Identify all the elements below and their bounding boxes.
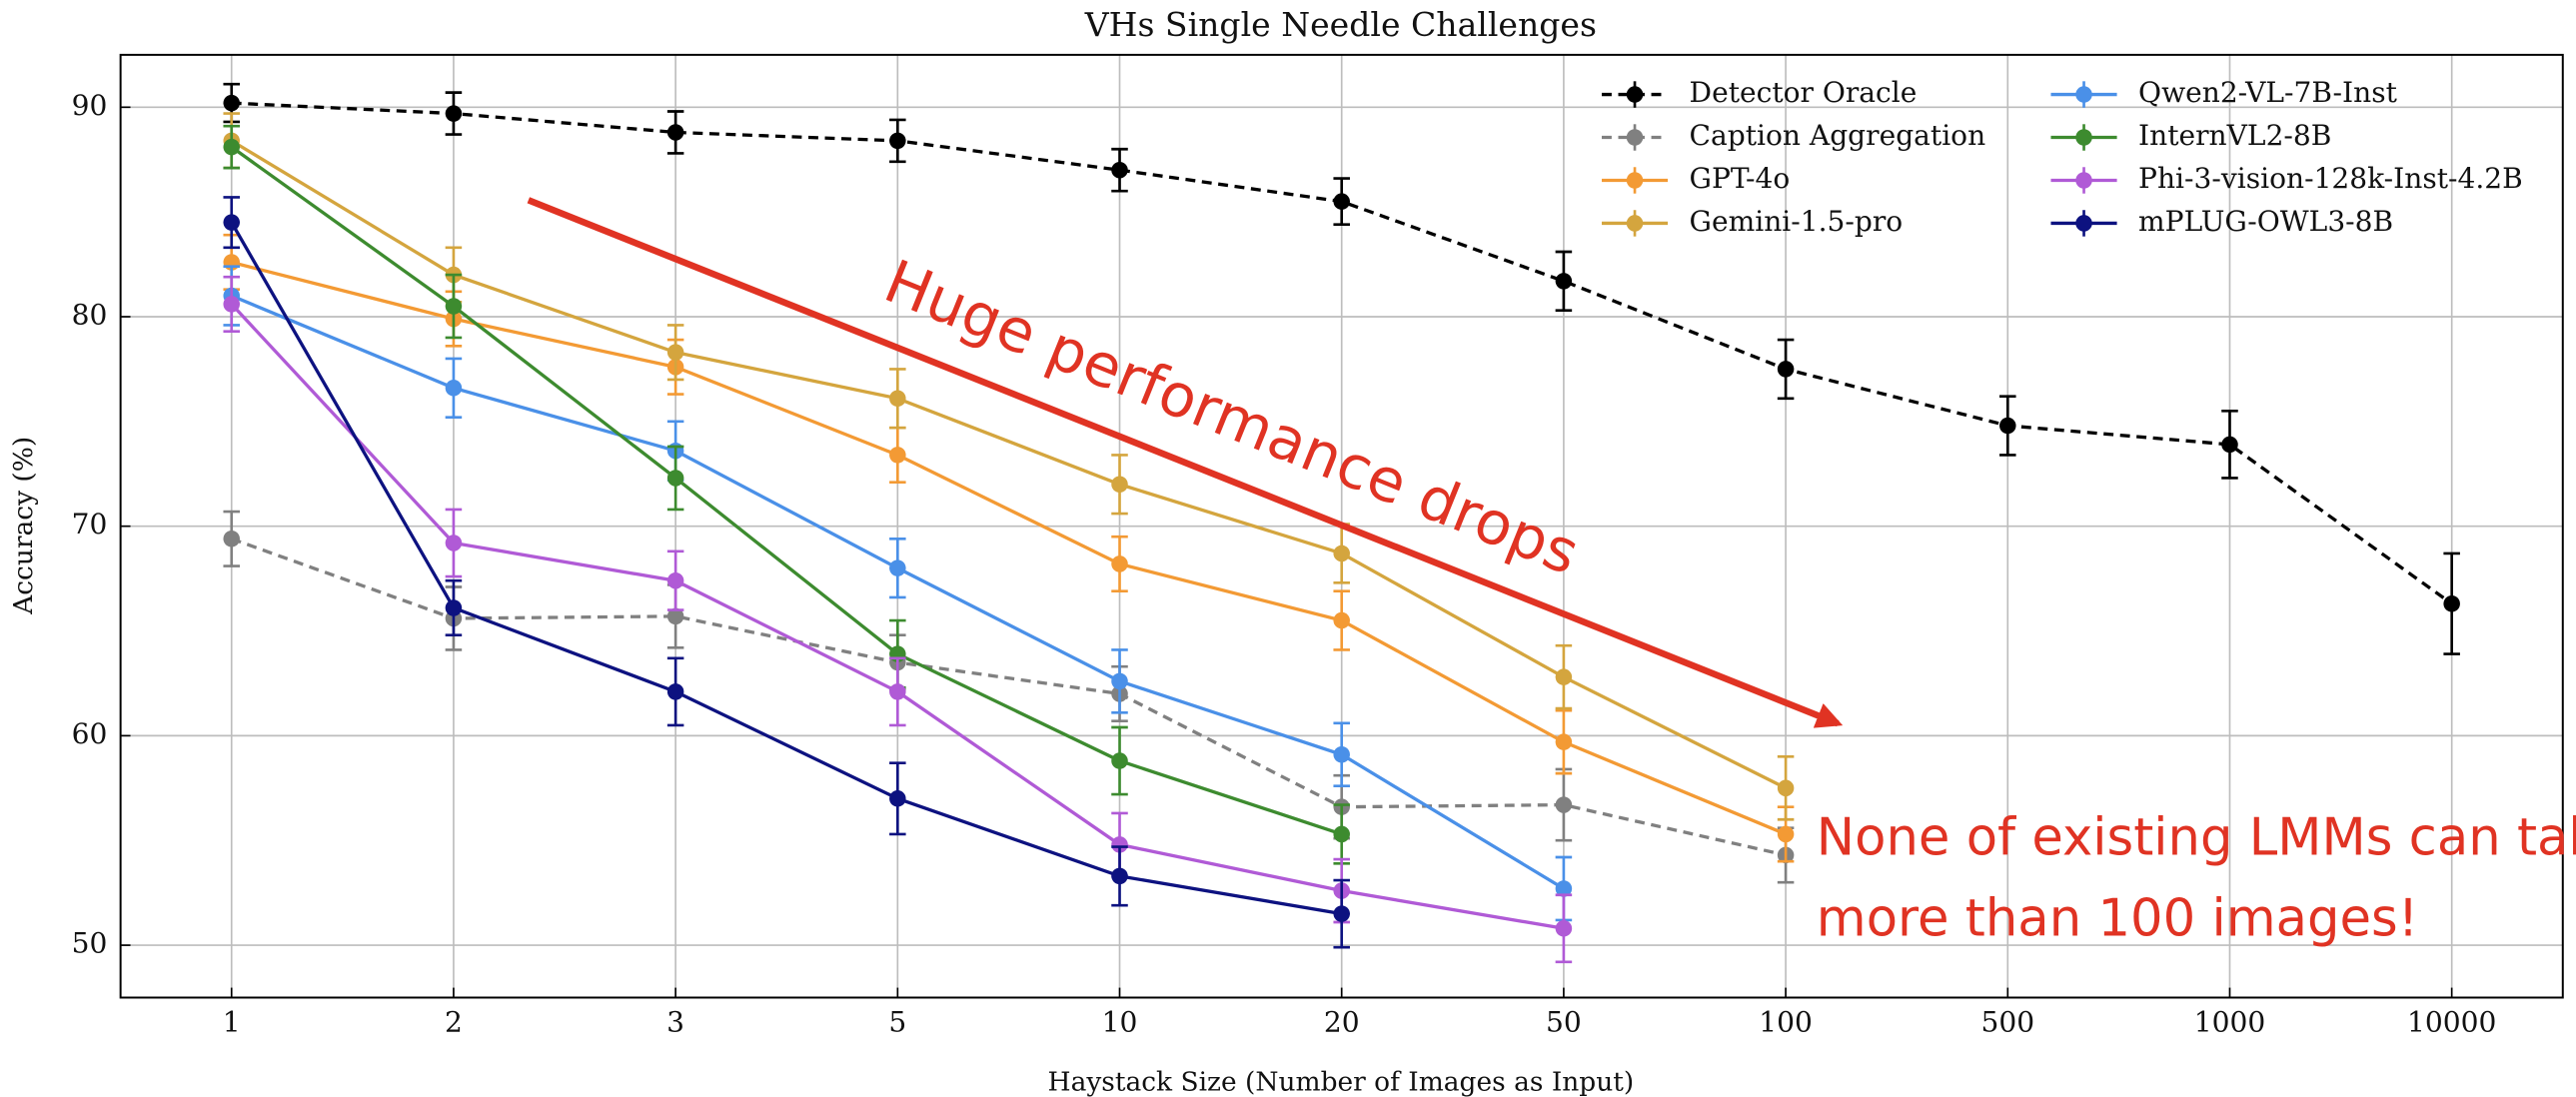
data-point — [1333, 905, 1350, 922]
data-point — [1111, 867, 1128, 885]
y-tick-label: 50 — [72, 927, 108, 960]
x-axis-label: Haystack Size (Number of Images as Input… — [1048, 1066, 1635, 1097]
x-tick-label: 1 — [223, 1005, 241, 1038]
data-point — [1555, 880, 1573, 897]
data-point — [223, 138, 240, 156]
data-point — [889, 559, 906, 576]
data-point — [1333, 545, 1350, 562]
legend-marker — [2075, 215, 2092, 232]
data-point — [889, 390, 906, 408]
data-point — [1555, 668, 1573, 685]
legend-label: InternVL2-8B — [2138, 119, 2331, 152]
legend-marker — [2075, 172, 2092, 189]
data-point — [1333, 611, 1350, 629]
legend: Detector Oracle Caption Aggregation GPT-4o… — [1601, 76, 2523, 238]
data-point — [223, 531, 240, 548]
data-point — [445, 105, 463, 122]
data-point — [1333, 745, 1350, 763]
data-point — [1555, 920, 1573, 937]
legend-label: Detector Oracle — [1690, 76, 1918, 109]
data-point — [2221, 436, 2238, 454]
data-point — [1777, 825, 1795, 843]
data-point — [1111, 161, 1128, 179]
data-point — [2443, 595, 2460, 612]
data-point — [666, 124, 684, 141]
x-tick-label: 5 — [888, 1005, 906, 1038]
data-point — [445, 599, 463, 616]
legend-marker — [1626, 86, 1644, 103]
legend-marker — [1626, 215, 1644, 232]
data-point — [1333, 825, 1350, 843]
legend-marker — [1626, 129, 1644, 146]
legend-label: Qwen2-VL-7B-Inst — [2138, 76, 2398, 109]
x-tick-label: 1000 — [2194, 1005, 2265, 1038]
series-line — [231, 260, 1787, 836]
annotation-arrow — [527, 197, 1844, 728]
data-point — [1111, 836, 1128, 853]
data-point — [666, 683, 684, 700]
legend-label: Caption Aggregation — [1690, 119, 1986, 152]
x-tick-label: 50 — [1546, 1005, 1582, 1038]
x-tick-label: 20 — [1324, 1005, 1360, 1038]
series-line — [230, 145, 1343, 836]
data-point — [1555, 796, 1573, 813]
x-tick-label: 10000 — [2407, 1005, 2496, 1038]
data-point — [889, 683, 906, 700]
data-point — [223, 94, 240, 112]
data-point — [1333, 193, 1350, 210]
data-point — [1111, 752, 1128, 769]
x-tick-label: 2 — [445, 1005, 463, 1038]
data-point — [223, 214, 240, 231]
legend-label: Phi-3-vision-128k-Inst-4.2B — [2138, 162, 2523, 195]
y-tick-label: 70 — [72, 508, 108, 541]
series-line — [231, 537, 1787, 857]
data-point — [1111, 672, 1128, 690]
legend-marker — [2075, 129, 2092, 146]
data-point — [1777, 361, 1795, 378]
annotation: None of existing LMMs can take — [1817, 808, 2576, 868]
data-point — [666, 344, 684, 361]
data-point — [1555, 273, 1573, 290]
series-line — [230, 221, 1342, 916]
series-line — [230, 139, 1787, 790]
y-axis-label: Accuracy (%) — [8, 437, 39, 615]
data-point — [889, 132, 906, 150]
data-point — [223, 296, 240, 313]
data-point — [666, 470, 684, 487]
data-point — [445, 535, 463, 551]
chart-title: VHs Single Needle Challenges — [1084, 5, 1597, 44]
data-point — [445, 298, 463, 315]
data-point — [666, 571, 684, 589]
y-tick-label: 90 — [72, 89, 108, 122]
x-tick-label: 3 — [666, 1005, 684, 1038]
legend-label: Gemini-1.5-pro — [1690, 205, 1904, 238]
x-tick-label: 500 — [1980, 1005, 2034, 1038]
data-point — [1111, 555, 1128, 572]
data-point — [1111, 476, 1128, 494]
series — [223, 82, 2460, 964]
annotation: more than 100 images! — [1817, 888, 2418, 948]
plot-frame — [119, 53, 2564, 999]
x-tick-label: 100 — [1759, 1005, 1813, 1038]
data-point — [889, 790, 906, 807]
legend-marker — [1626, 172, 1644, 189]
data-point — [1999, 417, 2016, 435]
annotation: Huge performance drops — [875, 248, 1588, 589]
legend-marker — [2075, 86, 2092, 103]
y-tick-label: 60 — [72, 717, 108, 750]
data-point — [1555, 733, 1573, 750]
legend-label: mPLUG-OWL3-8B — [2138, 205, 2393, 238]
x-tick-label: 10 — [1102, 1005, 1138, 1038]
data-point — [445, 380, 463, 397]
data-point — [666, 607, 684, 625]
data-point — [1777, 779, 1795, 797]
data-point — [889, 447, 906, 464]
legend-label: GPT-4o — [1690, 162, 1791, 195]
y-tick-label: 80 — [72, 298, 108, 331]
